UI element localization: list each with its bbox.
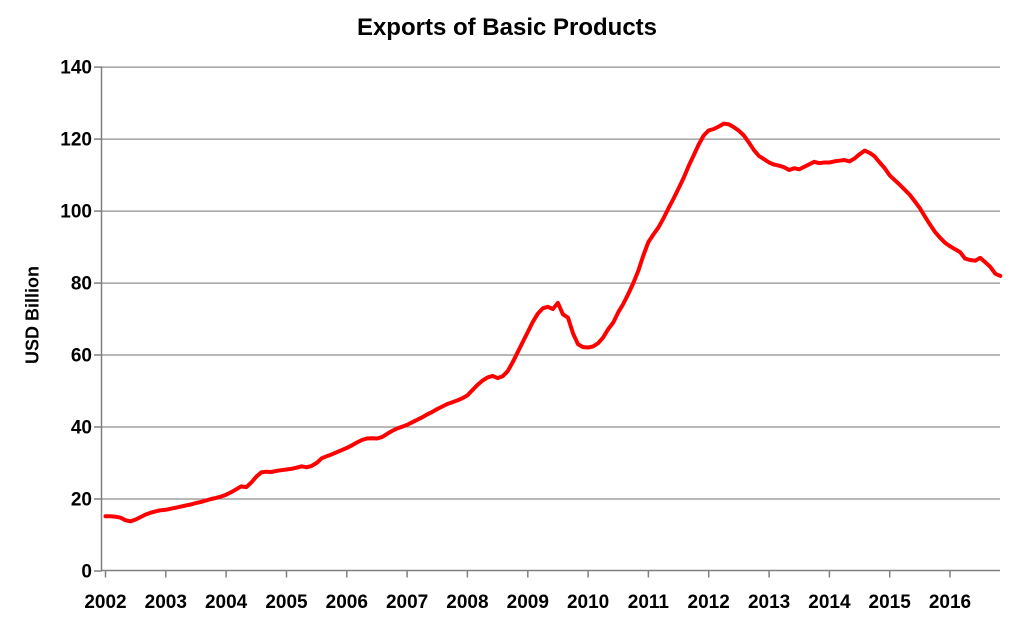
x-tick-label: 2004 bbox=[205, 592, 248, 613]
x-tick-label: 2013 bbox=[748, 592, 790, 613]
y-tick-label: 40 bbox=[71, 418, 92, 439]
y-tick-label: 80 bbox=[71, 274, 92, 295]
x-tick-label: 2003 bbox=[145, 592, 187, 613]
x-tick-label: 2005 bbox=[265, 592, 308, 613]
x-tick-label: 2016 bbox=[929, 592, 971, 613]
y-tick-label: 60 bbox=[71, 346, 92, 367]
x-tick-label: 2011 bbox=[628, 592, 670, 613]
x-tick-label: 2015 bbox=[869, 592, 912, 613]
x-tick-label: 2006 bbox=[326, 592, 368, 613]
x-tick-label: 2012 bbox=[688, 592, 730, 613]
x-tick-label: 2010 bbox=[567, 592, 609, 613]
y-tick-label: 120 bbox=[60, 130, 92, 151]
chart-title: Exports of Basic Products bbox=[356, 14, 658, 41]
x-tick-label: 2014 bbox=[808, 592, 851, 613]
x-tick-label: 2002 bbox=[84, 592, 126, 613]
y-tick-label: 0 bbox=[81, 562, 92, 583]
x-tick-label: 2007 bbox=[386, 592, 428, 613]
data-line-exports bbox=[103, 121, 1003, 524]
y-tick-label: 100 bbox=[60, 202, 92, 223]
x-tick-label: 2008 bbox=[446, 592, 488, 613]
y-tick-label: 20 bbox=[71, 490, 92, 511]
y-tick-label: 140 bbox=[60, 58, 92, 79]
x-tick-label: 2009 bbox=[507, 592, 549, 613]
